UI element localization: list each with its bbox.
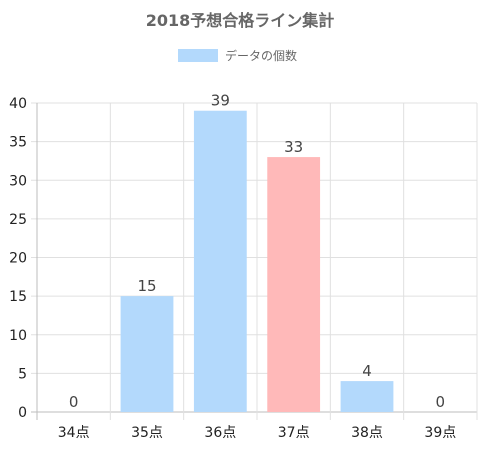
bar xyxy=(120,296,174,412)
y-tick-label: 35 xyxy=(9,135,27,151)
y-tick-label: 15 xyxy=(9,289,27,305)
y-tick-label: 5 xyxy=(18,366,27,382)
x-tick-label: 38点 xyxy=(351,425,383,441)
legend-label: データの個数 xyxy=(225,48,297,63)
x-tick-label: 36点 xyxy=(204,425,236,441)
x-tick-label: 35点 xyxy=(131,425,163,441)
data-label: 33 xyxy=(284,138,303,156)
bars xyxy=(120,110,394,412)
bar xyxy=(193,110,247,412)
bar xyxy=(340,381,394,412)
y-tick-label: 30 xyxy=(9,173,27,189)
x-tick-label: 37点 xyxy=(278,425,310,441)
data-label: 39 xyxy=(211,92,230,110)
grid-lines xyxy=(31,102,478,420)
y-tick-label: 20 xyxy=(9,251,27,267)
x-tick-label: 39点 xyxy=(424,425,456,441)
chart-title: 2018予想合格ライン集計 xyxy=(146,11,335,30)
data-label: 0 xyxy=(436,393,446,411)
x-tick-label: 34点 xyxy=(58,425,90,441)
bar xyxy=(267,157,321,412)
y-tick-label: 25 xyxy=(9,212,27,228)
data-label: 4 xyxy=(362,362,372,380)
legend-swatch xyxy=(178,49,218,62)
y-tick-label: 40 xyxy=(9,96,27,112)
y-tick-label: 10 xyxy=(9,328,27,344)
data-label: 15 xyxy=(137,277,156,295)
legend[interactable]: データの個数 xyxy=(178,48,297,63)
tick-labels: 0 5 10 15 20 25 30 35 40 0 34点 15 35点 39 36点 33 37点 4 38点 0… xyxy=(9,92,456,441)
data-label: 0 xyxy=(69,393,79,411)
y-tick-label: 0 xyxy=(18,405,27,421)
